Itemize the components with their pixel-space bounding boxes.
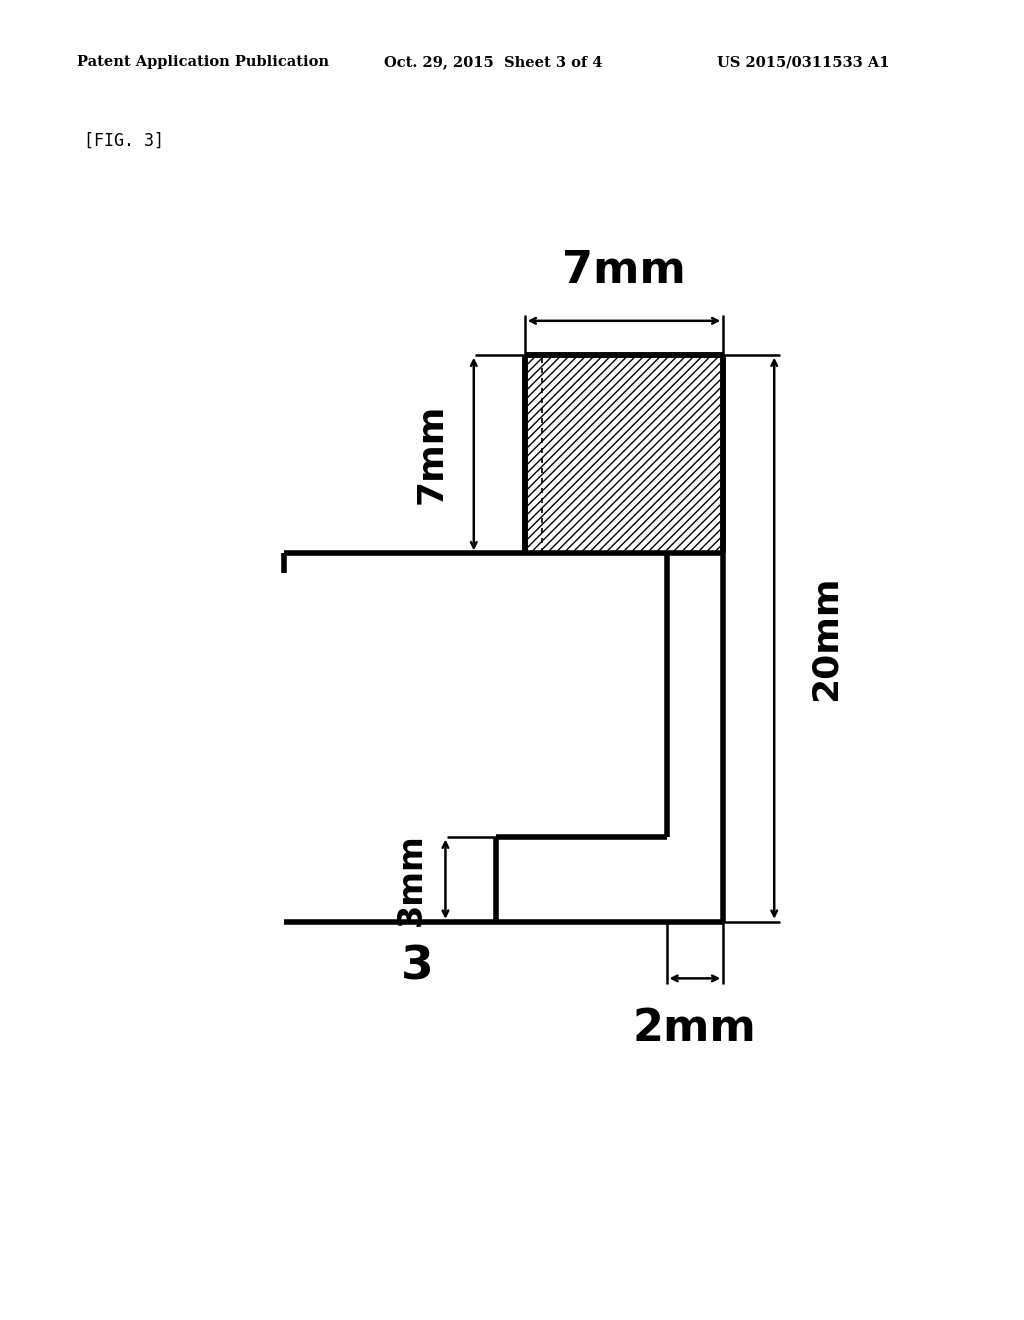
Text: 20mm: 20mm [808,576,842,701]
Text: 3mm: 3mm [395,833,428,925]
Bar [524,355,723,553]
Text: US 2015/0311533 A1: US 2015/0311533 A1 [717,55,889,70]
Text: Patent Application Publication: Patent Application Publication [77,55,329,70]
Text: 3: 3 [400,944,433,990]
Text: 7mm: 7mm [415,404,449,504]
Text: Oct. 29, 2015  Sheet 3 of 4: Oct. 29, 2015 Sheet 3 of 4 [384,55,602,70]
Text: 2mm: 2mm [633,1007,757,1049]
Text: 7mm: 7mm [562,249,686,293]
Text: [FIG. 3]: [FIG. 3] [84,132,164,150]
